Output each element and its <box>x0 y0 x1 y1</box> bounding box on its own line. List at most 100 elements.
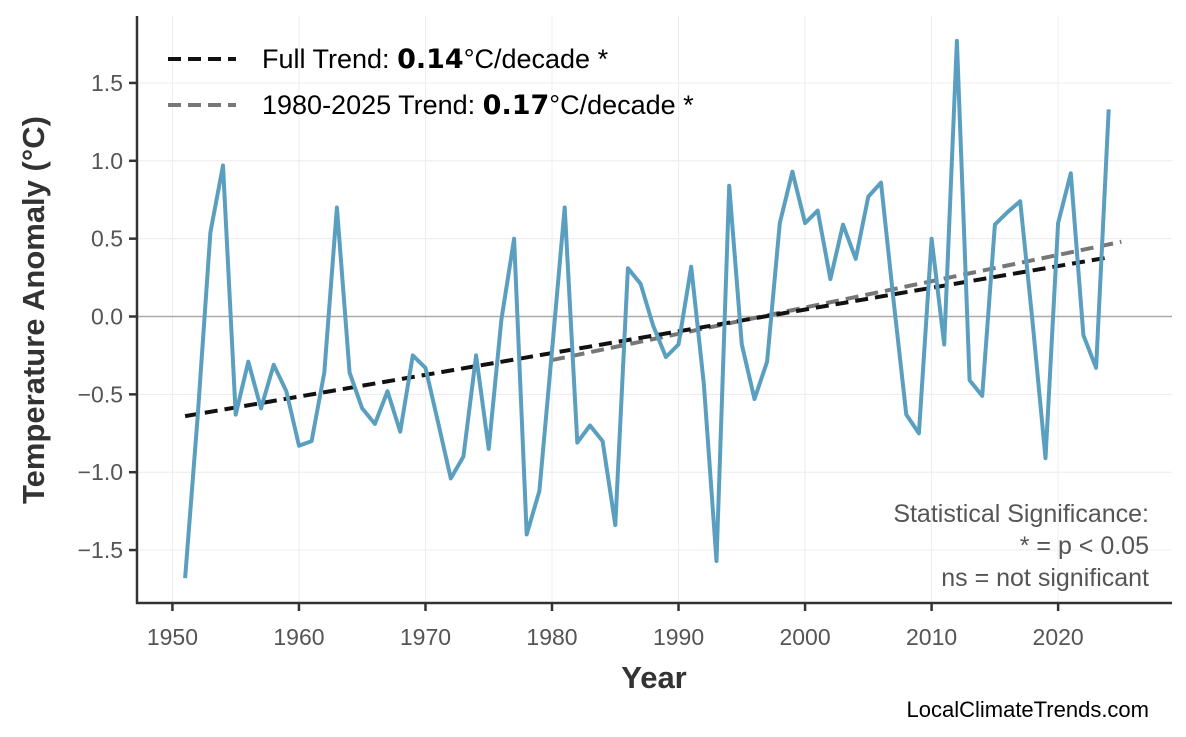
data-point <box>487 447 491 451</box>
anomaly-series-line <box>183 38 1111 579</box>
data-point <box>575 441 579 445</box>
x-tick-label: 1950 <box>147 624 198 650</box>
data-point <box>1094 366 1098 370</box>
data-point <box>386 389 390 393</box>
y-tick-label: 1.5 <box>91 70 123 96</box>
data-point <box>854 257 858 261</box>
data-point <box>841 223 845 227</box>
data-point <box>310 439 314 443</box>
x-ticks: 1950 1960 1970 1980 1990 2000 2010 2020 <box>147 603 1084 650</box>
data-point <box>297 444 301 448</box>
data-point <box>892 299 896 303</box>
y-tick-label: −1.5 <box>78 537 123 563</box>
data-point <box>335 206 339 210</box>
data-point <box>183 576 187 580</box>
x-tick-label: 2010 <box>906 624 957 650</box>
legend-suffix: °C/decade * <box>549 90 694 120</box>
data-point <box>714 559 718 563</box>
x-tick-label: 1970 <box>400 624 451 650</box>
data-point <box>499 318 503 322</box>
data-point <box>702 381 706 385</box>
y-tick-label: 0.5 <box>91 226 123 252</box>
data-point <box>942 343 946 347</box>
significance-note: Statistical Significance: * = p < 0.05 n… <box>893 500 1149 592</box>
x-axis-label: Year <box>621 660 687 695</box>
data-point <box>1081 333 1085 337</box>
y-ticks: 1.5 1.0 0.5 0.0 −0.5 −1.0 −1.5 <box>78 70 137 563</box>
y-tick-label: 1.0 <box>91 148 123 174</box>
data-point <box>778 221 782 225</box>
data-point <box>234 413 238 417</box>
series-group <box>183 38 1111 580</box>
data-point <box>980 394 984 398</box>
data-point <box>436 420 440 424</box>
legend-value: 0.17 <box>483 90 550 121</box>
data-point <box>525 532 529 536</box>
data-point <box>272 363 276 367</box>
data-point <box>740 343 744 347</box>
data-point <box>904 413 908 417</box>
data-point <box>373 422 377 426</box>
legend: Full Trend: 0.14°C/decade * 1980-2025 Tr… <box>168 44 694 121</box>
data-point <box>284 389 288 393</box>
data-point <box>1043 456 1047 460</box>
data-point <box>1069 171 1073 175</box>
data-point <box>993 223 997 227</box>
data-point <box>664 355 668 359</box>
data-point <box>398 430 402 434</box>
data-point <box>930 237 934 241</box>
data-point <box>816 209 820 213</box>
y-tick-label: −0.5 <box>78 381 123 407</box>
data-point <box>537 489 541 493</box>
data-point <box>677 343 681 347</box>
data-point <box>563 206 567 210</box>
full-trend-line <box>184 255 1110 419</box>
axes <box>135 16 1172 605</box>
legend-value: 0.14 <box>397 44 464 75</box>
legend-entry-recent-trend: 1980-2025 Trend: 0.17°C/decade * <box>262 90 694 121</box>
data-point <box>689 265 693 269</box>
legend-prefix: 1980-2025 Trend: <box>262 90 483 120</box>
data-point <box>968 378 972 382</box>
data-point <box>601 439 605 443</box>
data-point <box>423 366 427 370</box>
data-point <box>866 195 870 199</box>
legend-suffix: °C/decade * <box>464 44 609 74</box>
data-point <box>651 324 655 328</box>
note-line: ns = not significant <box>941 564 1149 592</box>
data-point <box>474 353 478 357</box>
x-tick-label: 1980 <box>526 624 577 650</box>
data-point <box>208 230 212 234</box>
data-point <box>550 349 554 353</box>
watermark: LocalClimateTrends.com <box>907 697 1150 722</box>
data-point <box>1018 199 1022 203</box>
data-point <box>639 282 643 286</box>
note-line: Statistical Significance: <box>893 500 1149 528</box>
legend-prefix: Full Trend: <box>262 44 397 74</box>
data-point <box>1107 107 1111 111</box>
data-point <box>879 181 883 185</box>
data-point <box>1056 221 1060 225</box>
data-point <box>449 476 453 480</box>
x-tick-label: 2020 <box>1033 624 1084 650</box>
data-point <box>613 523 617 527</box>
data-point <box>765 360 769 364</box>
data-point <box>221 163 225 167</box>
note-line: * = p < 0.05 <box>1020 532 1149 560</box>
data-point <box>1031 322 1035 326</box>
y-axis-label: Temperature Anomaly (°C) <box>16 116 51 504</box>
y-tick-label: −1.0 <box>78 459 123 485</box>
data-point <box>259 406 263 410</box>
x-tick-label: 1960 <box>273 624 324 650</box>
y-tick-label: 0.0 <box>91 304 123 330</box>
data-point <box>727 184 731 188</box>
data-point <box>348 371 352 375</box>
x-tick-label: 2000 <box>779 624 830 650</box>
data-point <box>917 431 921 435</box>
data-point <box>512 237 516 241</box>
data-point <box>803 221 807 225</box>
data-point <box>461 455 465 459</box>
data-point <box>626 266 630 270</box>
data-point <box>1006 210 1010 214</box>
